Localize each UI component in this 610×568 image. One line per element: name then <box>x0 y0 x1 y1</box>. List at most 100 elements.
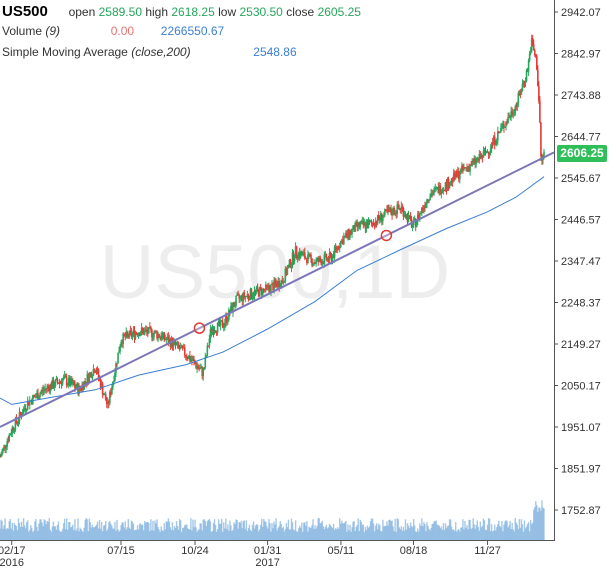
volume-bar <box>241 528 243 540</box>
volume-bar <box>406 523 409 540</box>
volume-bar <box>198 529 200 540</box>
candle-body <box>441 189 444 193</box>
volume-bar <box>148 523 150 540</box>
volume-bar <box>493 530 495 540</box>
volume-bar <box>433 521 435 540</box>
volume-bar <box>303 522 305 540</box>
candle-body <box>215 332 218 334</box>
candle-body <box>525 70 528 81</box>
volume-bar <box>141 524 144 540</box>
candle-body <box>347 229 349 237</box>
candle-body <box>391 213 393 216</box>
volume-bar <box>321 520 323 540</box>
candle-body <box>276 283 278 288</box>
volume-bar <box>503 524 505 540</box>
volume-bar <box>532 522 534 540</box>
volume-legend[interactable]: Volume (9) 0.00 2266550.67 <box>2 24 224 38</box>
candle-body <box>390 208 392 214</box>
volume-param: (9) <box>45 24 61 38</box>
candle-body <box>382 217 384 222</box>
candle-body <box>350 231 352 234</box>
volume-bar <box>447 525 450 540</box>
volume-bar <box>411 527 414 540</box>
candle-body <box>324 254 327 256</box>
volume-bar <box>16 530 19 540</box>
candle-body <box>19 411 22 415</box>
volume-bar <box>369 521 372 540</box>
candle-body <box>280 280 283 288</box>
volume-bar <box>477 526 480 540</box>
volume-bar <box>542 507 544 540</box>
volume-bar <box>467 529 469 540</box>
candle-body <box>431 193 433 196</box>
volume-bar <box>500 527 502 540</box>
volume-bar <box>11 522 14 540</box>
candle-body <box>521 84 524 91</box>
candle-body <box>25 409 28 411</box>
candle-body <box>454 171 457 179</box>
candle-body <box>241 295 244 302</box>
volume-bar <box>295 531 298 540</box>
candle-body <box>114 372 116 381</box>
candle-body <box>356 222 358 227</box>
volume-bar <box>286 527 289 540</box>
volume-bar <box>126 527 128 540</box>
candle-body <box>374 220 377 227</box>
candle-body <box>436 187 439 189</box>
candle-body <box>355 222 357 224</box>
candle-body <box>163 332 166 340</box>
candle-body <box>158 334 160 338</box>
volume-bar <box>527 522 530 540</box>
candle-body <box>359 223 362 228</box>
candle-body <box>133 329 136 339</box>
volume-bar <box>317 518 319 540</box>
y-tick-label: 2743.88 <box>561 90 601 102</box>
volume-bar <box>184 525 186 540</box>
volume-bar <box>422 526 424 540</box>
sma-legend[interactable]: Simple Moving Average (close,200) 2548.8… <box>2 45 297 59</box>
candle-body <box>300 251 303 256</box>
volume-bar <box>253 528 256 540</box>
candle-body <box>473 158 476 162</box>
candle-body <box>245 296 248 298</box>
volume-bar <box>257 531 260 540</box>
volume-bar <box>114 521 116 540</box>
volume-label: Volume <box>2 24 43 38</box>
volume-bar <box>354 531 356 540</box>
candle-body <box>274 280 276 284</box>
candle-body <box>387 209 389 212</box>
candle-body <box>138 332 141 336</box>
volume-bar <box>182 527 184 540</box>
volume-bar <box>285 523 288 540</box>
candle-body <box>2 447 4 452</box>
candle-body <box>228 309 230 320</box>
volume-bar <box>327 527 330 540</box>
volume-bar <box>159 531 161 540</box>
volume-bar <box>214 524 217 540</box>
candle-body <box>262 288 265 290</box>
volume-bar <box>329 525 332 540</box>
volume-bar <box>1 521 3 540</box>
volume-bar <box>261 518 263 540</box>
volume-bar <box>400 526 403 540</box>
volume-bar <box>517 529 520 540</box>
volume-bar <box>522 531 525 540</box>
candle-body <box>368 221 371 223</box>
volume-bar <box>59 531 62 540</box>
volume-bar <box>80 528 82 540</box>
candle-body <box>191 359 193 361</box>
volume-bar <box>294 520 297 540</box>
candle-body <box>207 345 210 347</box>
candle-body <box>364 222 367 229</box>
volume-bar <box>166 521 169 540</box>
candle-body <box>59 381 62 383</box>
volume-bar <box>106 530 108 540</box>
volume-bar <box>68 522 70 540</box>
candle-body <box>435 187 438 189</box>
volume-bar <box>418 531 420 540</box>
volume-bar <box>25 522 28 540</box>
candle-body <box>528 53 531 61</box>
candle-body <box>340 239 343 241</box>
candle-body <box>1 451 3 455</box>
